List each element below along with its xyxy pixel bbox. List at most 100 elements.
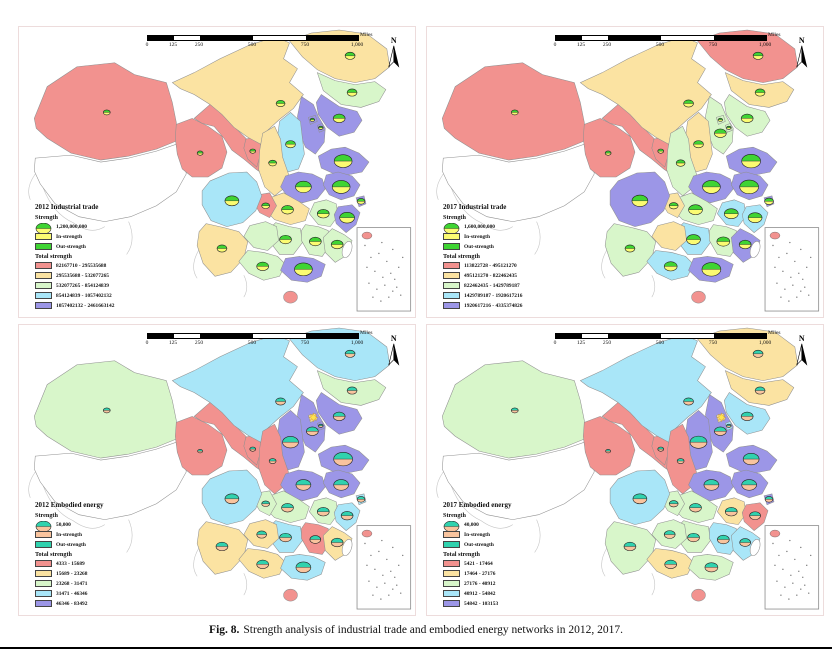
- legend-swatch: [443, 233, 460, 240]
- scalebar-tick: 500: [247, 340, 257, 346]
- province-innermongolia: [171, 334, 304, 443]
- legend-strength-label: Strength: [35, 512, 58, 519]
- scalebar-bar: [555, 35, 767, 41]
- legend-swatch: [443, 600, 460, 607]
- scalebar-tick: 0: [145, 42, 149, 48]
- neighbor-borders: [28, 173, 248, 298]
- neighbor-borders: [436, 173, 656, 298]
- legend-class-row: 822462435 - 1429789187: [443, 281, 573, 290]
- legend-class-range: 1920617216 - 4335374826: [464, 302, 523, 309]
- neighbor-borders: [436, 471, 656, 596]
- legend-out-row: Out-strength: [35, 540, 165, 549]
- island-hainan: [283, 290, 298, 304]
- province-heilongjiang: [697, 29, 799, 83]
- caption-label: Fig. 8.: [209, 624, 240, 636]
- legend-swatch: [35, 600, 52, 607]
- legend-swatch: [443, 560, 460, 567]
- north-arrow: N: [388, 36, 400, 68]
- legend-swatch: [443, 292, 460, 299]
- legend-symbol-row: 50,000: [35, 520, 165, 533]
- svg-text:N: N: [391, 36, 397, 45]
- scalebar-tick: 1,000: [350, 340, 364, 346]
- scalebar-tick: 750: [300, 340, 310, 346]
- scalebar-tick: 125: [168, 42, 178, 48]
- scalebar-tick: 1,000: [758, 42, 772, 48]
- province-qinghai: [583, 118, 636, 178]
- legend-symbol-value: 40,000: [464, 521, 479, 528]
- north-arrow: N: [796, 36, 808, 68]
- legend-swatch: [35, 580, 52, 587]
- legend-in-row: In-strength: [443, 232, 573, 241]
- map-panel-trade2017: N Miles 0 125 250 500 750 1,000 2017 Industri…: [426, 26, 824, 318]
- legend-in-row: In-strength: [35, 530, 165, 539]
- province-qinghai: [175, 416, 228, 476]
- legend-class-range: 40912 - 54842: [464, 590, 496, 597]
- island-taiwan: [749, 241, 761, 258]
- legend-out-row: Out-strength: [35, 242, 165, 251]
- map-panel-energy2017: N Miles 0 125 250 500 750 1,000 2017 Embodied…: [426, 324, 824, 616]
- legend-class-range: 5421 - 17464: [464, 560, 493, 567]
- scalebar: Miles 0 125 250 500 750 1,000: [553, 330, 795, 351]
- legend-in-row: In-strength: [35, 232, 165, 241]
- legend-class-row: 40912 - 54842: [443, 589, 573, 598]
- scalebar: Miles 0 125 250 500 750 1,000: [145, 32, 387, 53]
- legend-in-row: In-strength: [443, 530, 573, 539]
- south-china-sea-inset: [764, 525, 820, 610]
- legend-out-row: Out-strength: [443, 540, 573, 549]
- legend-class-range: 113822728 - 495121270: [464, 262, 517, 269]
- legend-strength-label: Strength: [443, 512, 466, 519]
- map-grid: N Miles 0 125 250 500 750 1,000 2012 Industri…: [18, 26, 824, 616]
- legend-class-row: 854124839 - 1057402132: [35, 291, 165, 300]
- province-heilongjiang: [289, 327, 391, 381]
- legend-class-row: 1057402132 - 2461663142: [35, 301, 165, 310]
- scalebar-tick: 250: [602, 340, 612, 346]
- scalebar-tick: 1,000: [758, 340, 772, 346]
- svg-text:N: N: [799, 36, 805, 45]
- province-tibet: [441, 143, 595, 222]
- china-map-trade2017: N: [436, 29, 820, 312]
- province-innermongolia: [171, 36, 304, 145]
- legend-class-row: 1429789187 - 1920617216: [443, 291, 573, 300]
- legend-energy2012: 2012 Embodied energy Strength 50,000 In-…: [35, 501, 165, 609]
- china-map-energy2012: N: [28, 327, 412, 610]
- legend-symbol-value: 1,200,000,000: [56, 223, 87, 230]
- legend-swatch: [35, 233, 52, 240]
- scalebar-bar: [147, 35, 359, 41]
- scalebar-tick: 0: [553, 42, 557, 48]
- scalebar-tick: 500: [655, 340, 665, 346]
- scalebar-tick: 250: [194, 340, 204, 346]
- scalebar: Miles 0 125 250 500 750 1,000: [146, 330, 387, 351]
- legend-class-range: 54842 - 103153: [464, 600, 499, 607]
- legend-class-range: 23268 - 31471: [56, 580, 88, 587]
- china-map-trade2012: N: [28, 29, 412, 312]
- svg-text:N: N: [799, 334, 805, 343]
- figure-caption: Fig. 8. Strength analysis of industrial t…: [0, 624, 832, 636]
- legend-swatch: [35, 282, 52, 289]
- legend-class-range: 822462435 - 1429789187: [464, 282, 520, 289]
- strength-symbol-icon: [35, 221, 52, 235]
- scalebar-unit: Miles: [768, 32, 781, 38]
- south-china-sea-inset: [356, 525, 412, 610]
- province-tibet: [441, 441, 595, 520]
- legend-strength-label: Strength: [443, 214, 466, 221]
- scalebar-tick: 0: [553, 340, 557, 346]
- province-guizhou: [243, 221, 279, 251]
- neighbor-borders: [28, 471, 248, 596]
- legend-symbol-row: 1,200,000,000: [35, 221, 165, 235]
- north-arrow: N: [388, 334, 400, 366]
- scalebar-unit: Miles: [768, 330, 781, 336]
- scalebar-unit: Miles: [360, 32, 373, 38]
- legend-class-row: 295535688 - 532077265: [35, 271, 165, 280]
- legend-class-row: 495121270 - 822462435: [443, 271, 573, 280]
- island-taiwan: [749, 539, 761, 556]
- strength-symbols: [102, 51, 366, 277]
- legend-class-row: 532077265 - 854124839: [35, 281, 165, 290]
- province-heilongjiang: [289, 29, 391, 83]
- scalebar-tick: 125: [576, 42, 586, 48]
- legend-class-row: 113822728 - 495121270: [443, 261, 573, 270]
- legend-class-range: 82167710 - 295535688: [56, 262, 107, 269]
- legend-swatch: [443, 262, 460, 269]
- scalebar-tick: 750: [708, 340, 718, 346]
- scalebar-tick: 750: [300, 42, 310, 48]
